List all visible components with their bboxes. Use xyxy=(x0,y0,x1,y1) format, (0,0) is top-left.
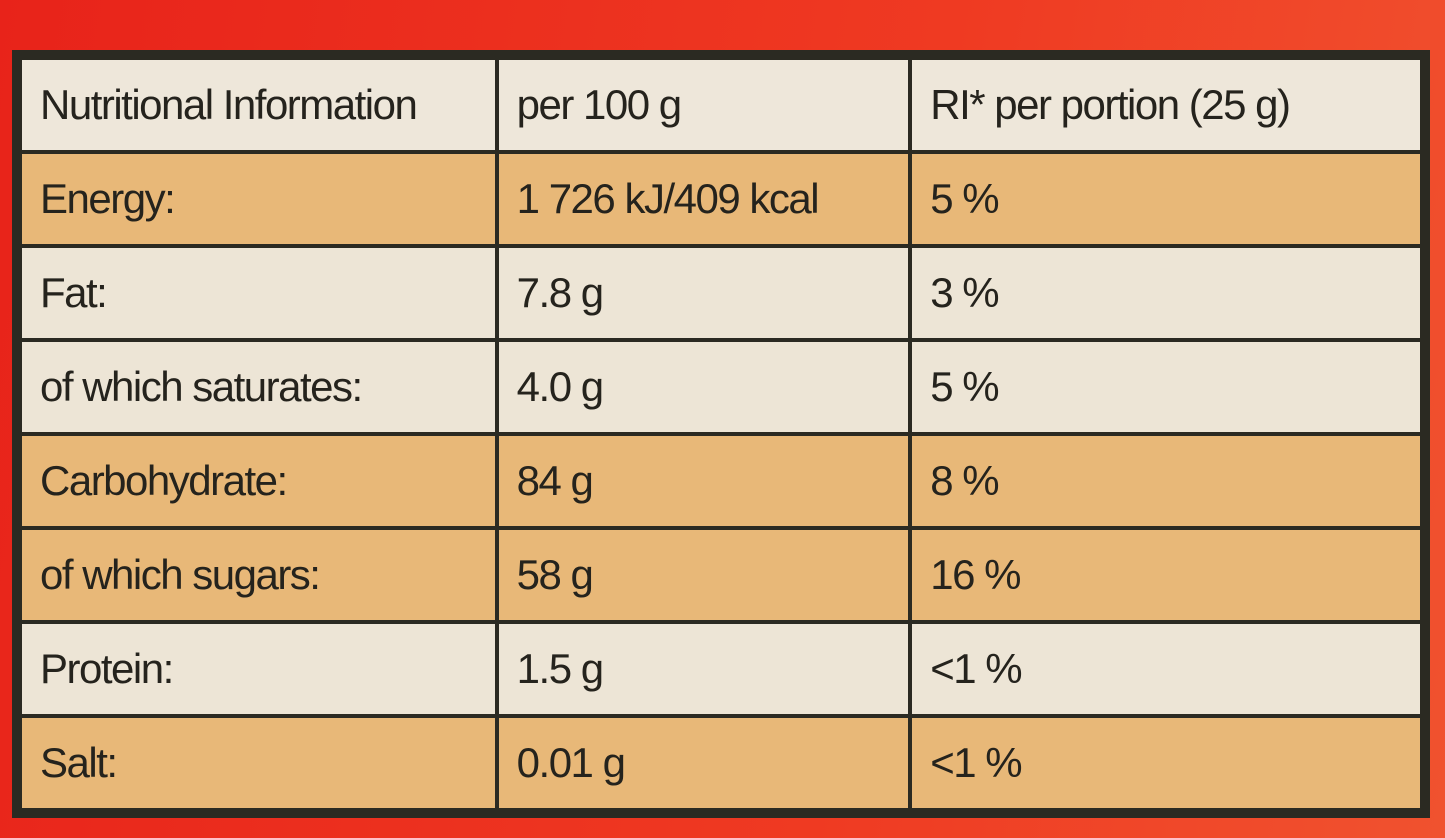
table-cell: 4.0 g xyxy=(494,338,913,436)
table-row: Protein: 1.5 g <1 % xyxy=(18,620,1424,718)
table-cell: Nutritional Information xyxy=(18,56,499,154)
table-cell: 58 g xyxy=(494,526,913,624)
table-cell: RI* per portion (25 g) xyxy=(908,56,1424,154)
table-row: Nutritional Information per 100 g RI* per … xyxy=(18,56,1424,154)
table-cell: Fat: xyxy=(18,244,499,342)
table-cell: 3 % xyxy=(908,244,1424,342)
table-row: Salt: 0.01 g <1 % xyxy=(18,714,1424,812)
table-cell: 1 726 kJ/409 kcal xyxy=(494,150,913,248)
table-cell: 5 % xyxy=(908,338,1424,436)
table-cell: 0.01 g xyxy=(494,714,913,812)
table-row: of which sugars: 58 g 16 % xyxy=(18,526,1424,624)
table-cell: <1 % xyxy=(908,620,1424,718)
table-cell: 1.5 g xyxy=(494,620,913,718)
table-cell: 84 g xyxy=(494,432,913,530)
table-cell: Carbohydrate: xyxy=(18,432,499,530)
table-cell: of which saturates: xyxy=(18,338,499,436)
table-cell: Salt: xyxy=(18,714,499,812)
table-cell: Protein: xyxy=(18,620,499,718)
table-cell: 7.8 g xyxy=(494,244,913,342)
table-row: Energy: 1 726 kJ/409 kcal 5 % xyxy=(18,150,1424,248)
table-body: Nutritional Information per 100 g RI* per … xyxy=(18,56,1424,812)
table-cell: Energy: xyxy=(18,150,499,248)
table-cell: 5 % xyxy=(908,150,1424,248)
table-cell: of which sugars: xyxy=(18,526,499,624)
table-cell: 8 % xyxy=(908,432,1424,530)
nutrition-panel: Nutritional Information per 100 g RI* per … xyxy=(12,50,1430,818)
table-cell: 16 % xyxy=(908,526,1424,624)
table-cell: <1 % xyxy=(908,714,1424,812)
table-cell: per 100 g xyxy=(494,56,913,154)
nutrition-table: Nutritional Information per 100 g RI* per … xyxy=(18,56,1424,812)
